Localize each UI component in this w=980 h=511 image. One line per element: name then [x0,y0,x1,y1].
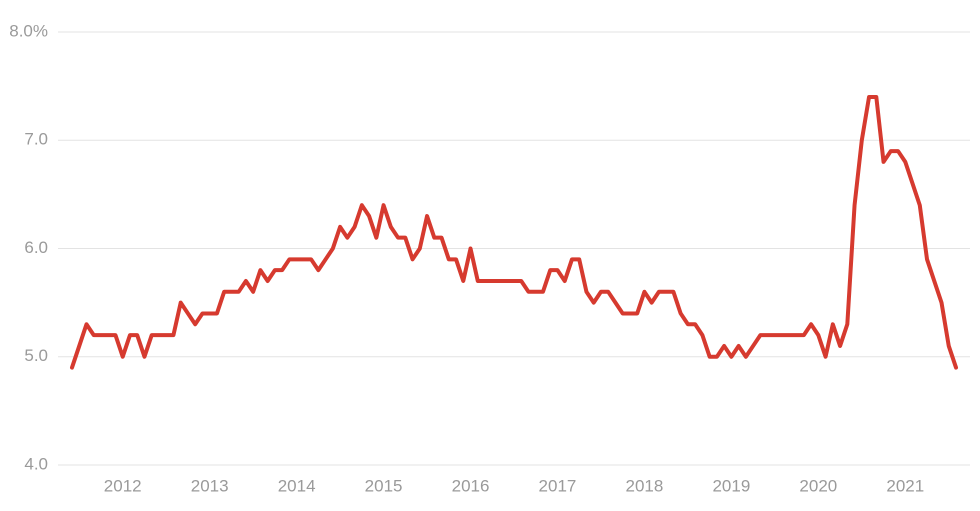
x-tick-label: 2015 [365,476,403,495]
x-tick-label: 2017 [539,476,577,495]
x-tick-label: 2021 [886,476,924,495]
x-tick-label: 2012 [104,476,142,495]
x-tick-label: 2020 [799,476,837,495]
x-tick-label: 2019 [712,476,750,495]
y-tick-label: 8.0% [9,21,48,40]
data-line [70,94,958,370]
y-tick-label: 4.0 [24,454,48,473]
y-tick-label: 5.0 [24,346,48,365]
x-tick-label: 2013 [191,476,229,495]
x-tick-label: 2016 [452,476,490,495]
y-tick-label: 7.0 [24,130,48,149]
x-tick-label: 2014 [278,476,316,495]
x-tick-label: 2018 [626,476,664,495]
y-tick-label: 6.0 [24,238,48,257]
